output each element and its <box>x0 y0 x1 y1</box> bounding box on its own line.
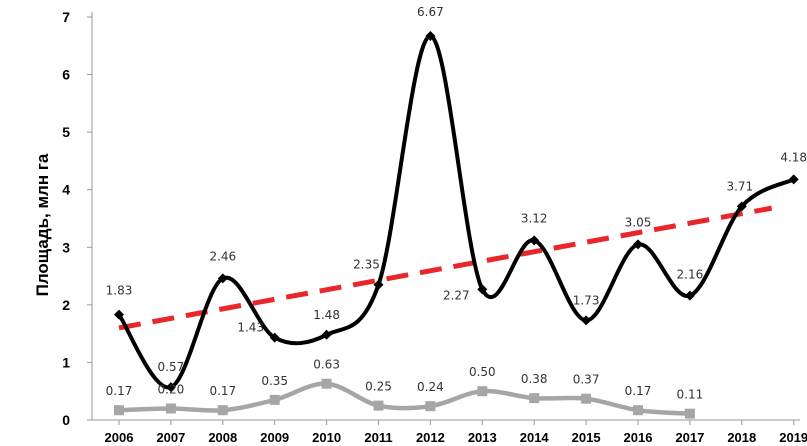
data-label: 2.35 <box>353 258 380 272</box>
data-label: 1.48 <box>313 308 340 322</box>
data-point-marker <box>477 386 488 397</box>
data-point-marker <box>477 284 488 295</box>
chart-axes <box>87 12 800 425</box>
data-point-marker <box>217 405 228 416</box>
y-tick-labels: 0 1 2 3 4 5 6 7 <box>62 9 70 428</box>
data-label: 0.17 <box>209 384 236 398</box>
data-point-marker <box>529 393 540 404</box>
data-label: 2.46 <box>209 249 236 263</box>
x-tick-label: 2008 <box>208 430 237 445</box>
trendline-group <box>118 205 773 331</box>
data-point-marker <box>425 401 436 412</box>
x-tick-label: 2019 <box>779 430 807 445</box>
x-tick-label: 2012 <box>416 430 445 445</box>
data-point-marker <box>217 273 228 284</box>
data-point-marker <box>269 394 280 405</box>
data-label: 0.24 <box>417 380 444 394</box>
data-label: 0.63 <box>313 358 340 372</box>
data-point-marker <box>788 174 799 185</box>
series-line-secondary <box>116 381 693 416</box>
data-point-marker <box>114 405 124 416</box>
data-point-marker <box>165 382 176 393</box>
data-point-marker <box>633 405 643 416</box>
x-tick-label: 2015 <box>572 430 601 445</box>
x-tick-label: 2009 <box>260 430 289 445</box>
y-tick-label: 0 <box>62 412 70 428</box>
data-point-marker <box>269 332 280 343</box>
data-labels: 1.83 0.57 2.46 1.43 1.48 2.35 6.67 2.27 3.12 1.73… <box>106 5 807 402</box>
data-point-marker <box>373 400 384 411</box>
data-point-marker <box>581 315 592 326</box>
data-label: 3.12 <box>521 211 548 225</box>
y-tick-label: 7 <box>62 9 70 25</box>
data-point-marker <box>684 290 695 301</box>
data-point-marker <box>581 393 592 404</box>
y-tick-label: 2 <box>62 297 70 313</box>
y-tick-label: 3 <box>62 239 70 255</box>
data-label: 1.73 <box>573 293 600 307</box>
data-point-marker <box>529 235 540 246</box>
series-line-main <box>117 33 796 390</box>
x-tick-label: 2011 <box>364 430 392 445</box>
x-tick-label: 2014 <box>520 430 550 445</box>
data-point-marker <box>736 201 747 212</box>
y-tick-label: 1 <box>62 354 70 370</box>
data-label: 0.11 <box>677 388 704 402</box>
x-tick-label: 2010 <box>312 430 341 445</box>
x-tick-label: 2017 <box>675 430 704 445</box>
data-point-marker <box>684 408 695 419</box>
data-label: 1.43 <box>237 321 264 335</box>
data-label: 0.38 <box>521 372 548 386</box>
trendline <box>118 205 773 331</box>
x-tick-label: 2018 <box>727 430 756 445</box>
data-label: 0.20 <box>158 382 185 396</box>
y-tick-label: 6 <box>62 67 70 83</box>
data-label: 0.17 <box>106 384 133 398</box>
x-tick-label: 2013 <box>468 430 497 445</box>
data-label: 3.71 <box>726 179 753 193</box>
data-label: 0.17 <box>625 384 652 398</box>
data-label: 0.35 <box>261 374 288 388</box>
y-axis-label: Площадь, млн га <box>33 153 52 296</box>
y-tick-label: 5 <box>62 124 70 140</box>
x-tick-label: 2007 <box>156 430 185 445</box>
data-point-marker <box>633 239 643 250</box>
data-label: 4.18 <box>780 150 807 164</box>
data-label: 0.50 <box>469 365 496 379</box>
data-label: 1.83 <box>106 284 133 298</box>
data-label: 2.16 <box>677 268 704 282</box>
data-label: 0.25 <box>365 380 392 394</box>
data-label: 2.27 <box>443 288 470 302</box>
data-label: 3.05 <box>625 215 652 229</box>
y-tick-label: 4 <box>62 182 70 198</box>
x-tick-label: 2006 <box>105 430 134 445</box>
data-point-marker <box>425 30 436 41</box>
data-point-marker <box>165 403 176 414</box>
data-label: 0.37 <box>573 373 600 387</box>
data-point-marker <box>321 378 332 389</box>
series-group <box>114 30 799 419</box>
x-tick-label: 2016 <box>624 430 653 445</box>
data-label: 0.57 <box>158 360 185 374</box>
data-point-marker <box>321 329 332 340</box>
data-label: 6.67 <box>417 5 444 19</box>
data-point-marker <box>114 309 124 320</box>
x-tick-labels: 2006 2007 2008 2009 2010 2011 2012 2013 2014 2015… <box>105 430 807 445</box>
data-point-marker <box>373 279 384 290</box>
